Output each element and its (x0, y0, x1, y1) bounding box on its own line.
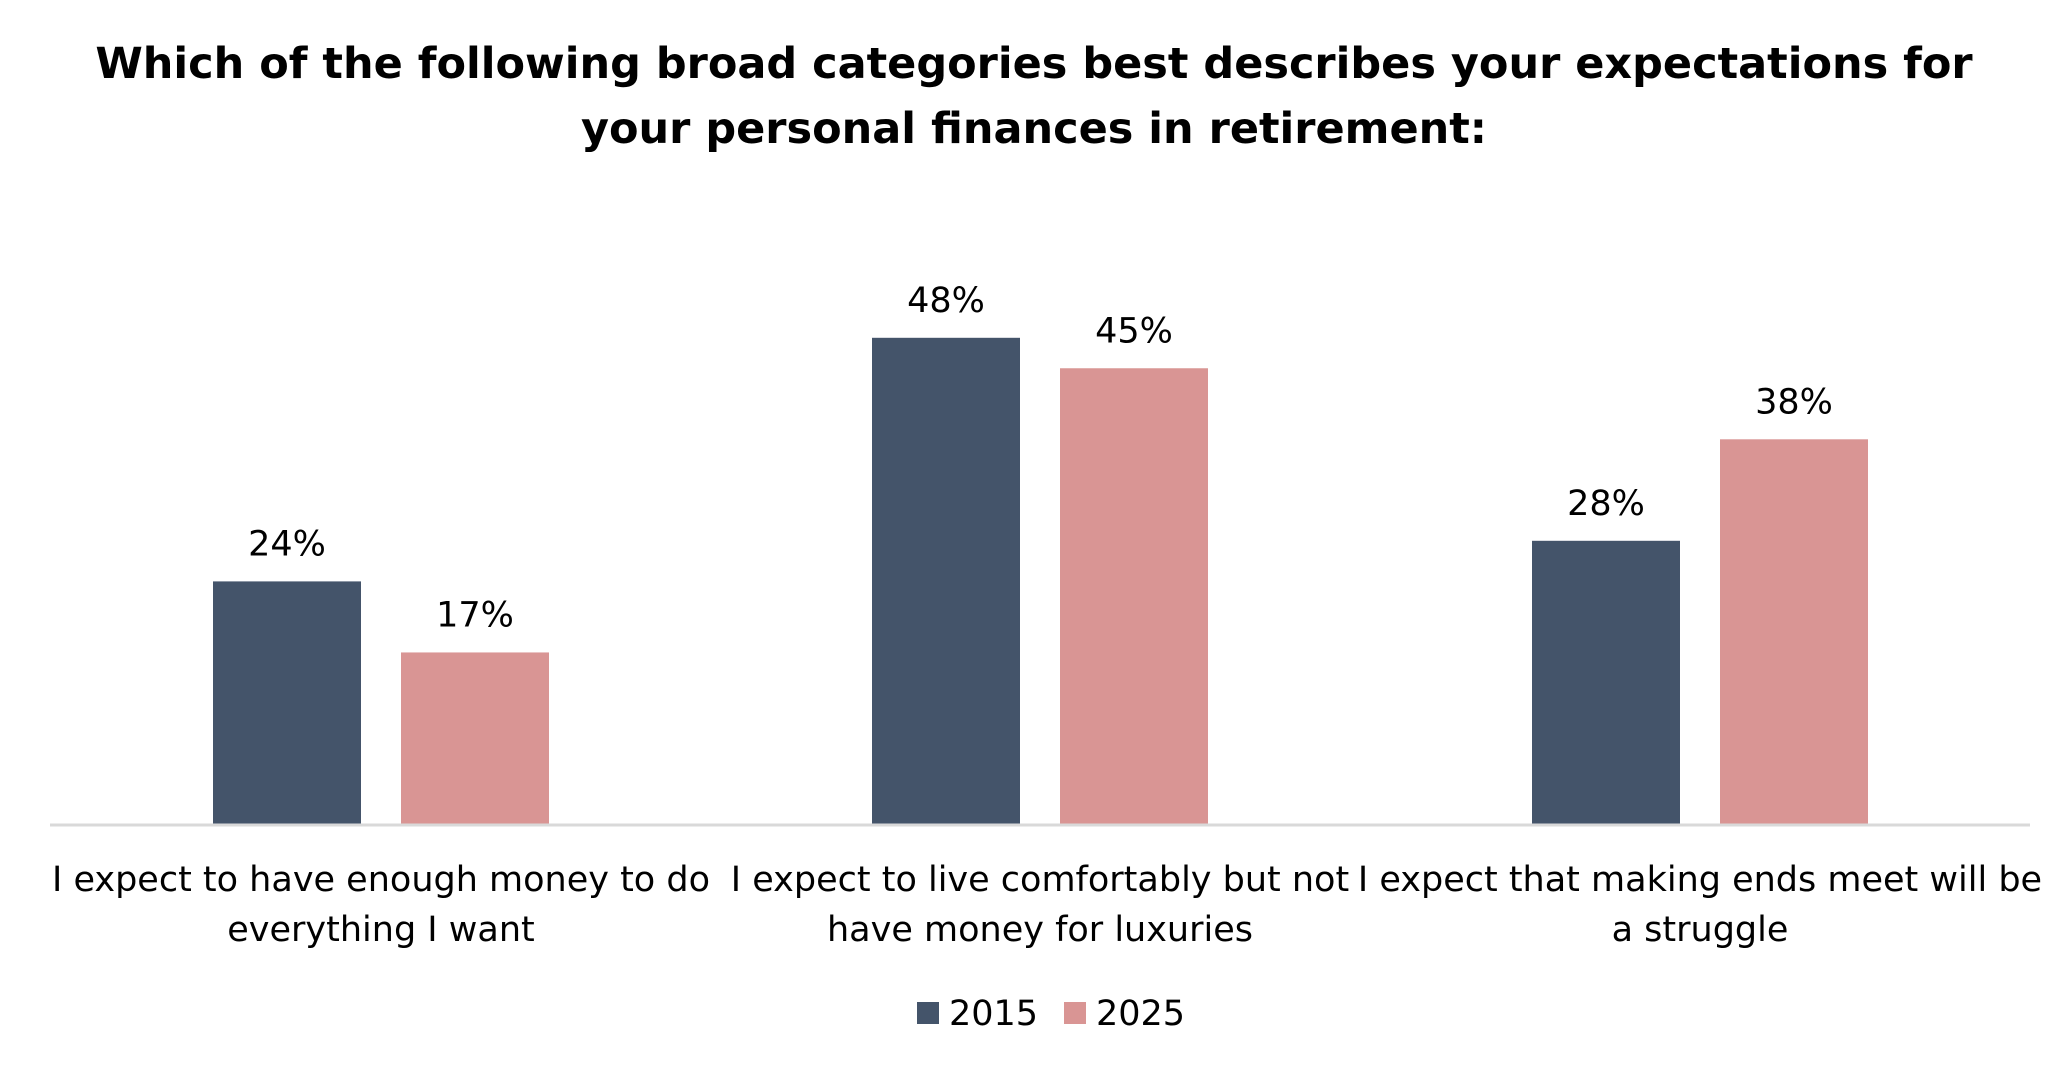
category-labels: I expect to have enough money to do every… (52, 860, 2042, 950)
bar-2015-1 (213, 581, 361, 825)
chart-title-line-2: your personal finances in retirement: (581, 104, 1487, 154)
bar-2015-3 (1532, 540, 1680, 825)
category-label-2-line-2: have money for luxuries (827, 910, 1253, 950)
legend-label-2015: 2015 (949, 994, 1038, 1034)
legend-swatch-2015 (917, 1002, 939, 1024)
data-label-2025-1: 17% (436, 595, 514, 635)
chart-title: Which of the following broad categories … (95, 39, 1973, 154)
plot-area: 24% 17% 48% 45% 28% 38% (213, 281, 1868, 825)
category-label-3-line-2: a struggle (1612, 910, 1789, 950)
chart-title-line-1: Which of the following broad categories … (95, 39, 1973, 89)
data-label-2015-2: 48% (907, 281, 985, 321)
data-label-2015-3: 28% (1567, 484, 1645, 524)
legend: 2015 2025 (917, 994, 1185, 1034)
data-label-2025-3: 38% (1755, 382, 1833, 422)
bar-2015-2 (872, 337, 1020, 825)
bar-2025-2 (1060, 368, 1208, 825)
bar-2025-3 (1720, 439, 1868, 825)
data-label-2025-2: 45% (1095, 311, 1173, 351)
legend-label-2025: 2025 (1096, 994, 1185, 1034)
category-label-2-line-1: I expect to live comfortably but not (731, 860, 1349, 900)
category-label-1-line-1: I expect to have enough money to do (52, 860, 710, 900)
category-label-1-line-2: everything I want (227, 910, 534, 950)
bar-2025-1 (401, 652, 549, 825)
legend-swatch-2025 (1064, 1002, 1086, 1024)
category-label-3-line-1: I expect that making ends meet will be (1358, 860, 2042, 900)
data-label-2015-1: 24% (248, 524, 326, 564)
